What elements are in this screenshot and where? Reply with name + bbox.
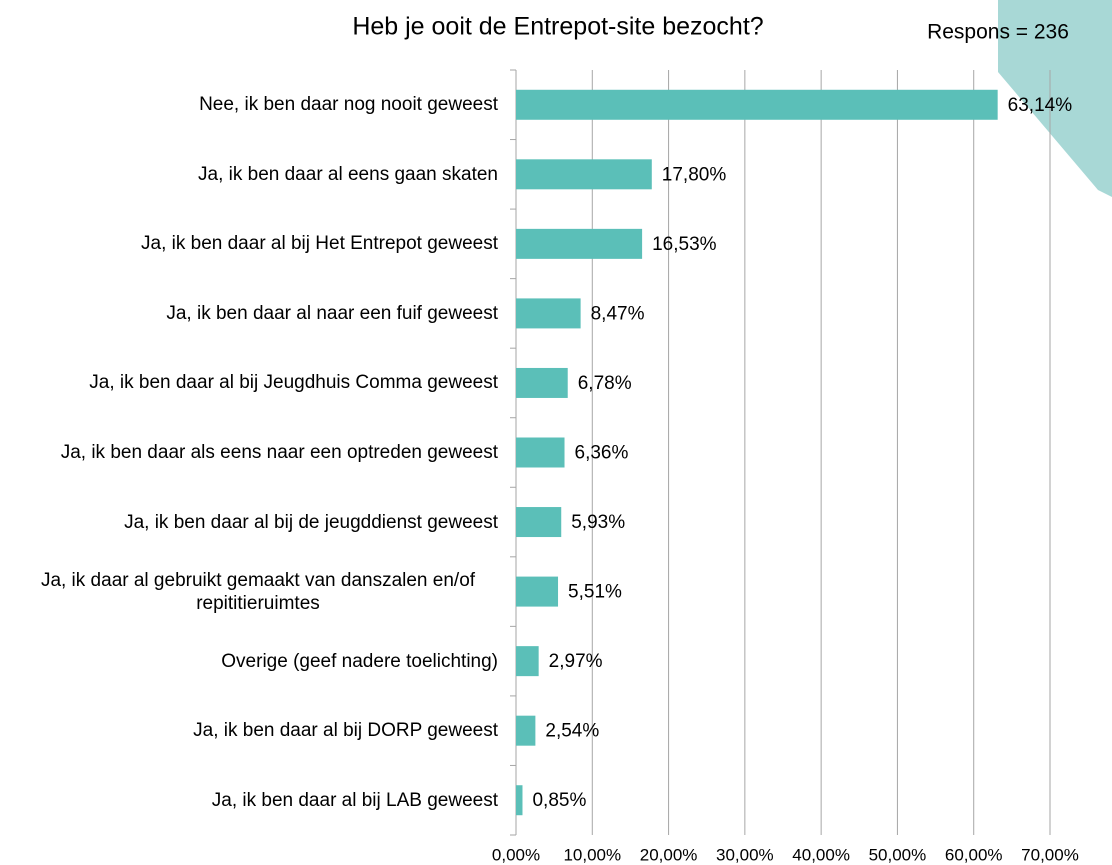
decoration xyxy=(998,0,1112,197)
value-label: 6,78% xyxy=(578,373,632,394)
category-text: Ja, ik ben daar al bij LAB geweest xyxy=(211,789,498,811)
category-label: Ja, ik ben daar al eens gaan skaten xyxy=(18,163,498,186)
x-tick-label: 0,00% xyxy=(492,845,540,864)
value-label: 17,80% xyxy=(662,164,727,185)
category-text: Ja, ik ben daar al bij de jeugddienst ge… xyxy=(124,511,498,533)
value-label: 0,85% xyxy=(532,790,586,811)
bar xyxy=(516,437,565,468)
category-text: Ja, ik ben daar al naar een fuif geweest xyxy=(166,302,498,324)
category-text: Nee, ik ben daar nog nooit geweest xyxy=(199,94,498,116)
category-label: Ja, ik ben daar al bij de jeugddienst ge… xyxy=(18,511,498,534)
x-tick-label: 20,00% xyxy=(640,845,698,864)
x-tick-label: 70,00% xyxy=(1021,845,1079,864)
bar xyxy=(516,159,652,190)
category-label: Nee, ik ben daar nog nooit geweest xyxy=(18,93,498,116)
bar xyxy=(516,89,998,120)
category-label: Ja, ik ben daar als eens naar een optred… xyxy=(18,441,498,464)
category-label: Ja, ik ben daar al bij LAB geweest xyxy=(18,789,498,812)
value-label: 5,51% xyxy=(568,582,622,603)
category-label: Ja, ik ben daar al bij DORP geweest xyxy=(18,719,498,742)
value-label: 6,36% xyxy=(575,443,629,464)
bar xyxy=(516,367,568,398)
category-label: Overige (geef nadere toelichting) xyxy=(18,650,498,673)
value-label: 2,97% xyxy=(549,651,603,672)
bar xyxy=(516,785,523,816)
x-tick-label: 40,00% xyxy=(792,845,850,864)
response-count: Respons = 236 xyxy=(927,21,1069,44)
bar xyxy=(516,646,539,677)
category-label: Ja, ik ben daar al bij Het Entrepot gewe… xyxy=(18,232,498,255)
x-tick-label: 10,00% xyxy=(563,845,621,864)
category-text: Ja, ik ben daar al bij Jeugdhuis Comma g… xyxy=(89,372,498,394)
category-text: Overige (geef nadere toelichting) xyxy=(221,650,498,672)
category-label: Ja, ik daar al gebruikt gemaakt van dans… xyxy=(18,569,498,615)
category-label: Ja, ik ben daar al naar een fuif geweest xyxy=(18,302,498,325)
category-label: Ja, ik ben daar al bij Jeugdhuis Comma g… xyxy=(18,371,498,394)
bar xyxy=(516,228,643,259)
value-label: 63,14% xyxy=(1008,95,1073,116)
value-label: 8,47% xyxy=(591,303,645,324)
bar xyxy=(516,507,562,538)
value-label: 5,93% xyxy=(571,512,625,533)
category-text: Ja, ik ben daar al eens gaan skaten xyxy=(198,163,498,185)
value-label: 16,53% xyxy=(652,234,717,255)
value-label: 2,54% xyxy=(545,721,599,742)
category-text: Ja, ik daar al gebruikt gemaakt van dans… xyxy=(40,569,476,614)
category-text: Ja, ik ben daar als eens naar een optred… xyxy=(60,442,498,463)
chart-title: Heb je ooit de Entrepot-site bezocht? xyxy=(352,13,763,41)
x-tick-label: 30,00% xyxy=(716,845,774,864)
bar xyxy=(516,576,559,607)
category-text: Ja, ik ben daar al bij Het Entrepot gewe… xyxy=(141,233,498,255)
x-tick-label: 60,00% xyxy=(945,845,1003,864)
bar xyxy=(516,298,581,329)
bar xyxy=(516,715,536,746)
x-tick-label: 50,00% xyxy=(869,845,927,864)
category-text: Ja, ik ben daar al bij DORP geweest xyxy=(193,720,498,742)
